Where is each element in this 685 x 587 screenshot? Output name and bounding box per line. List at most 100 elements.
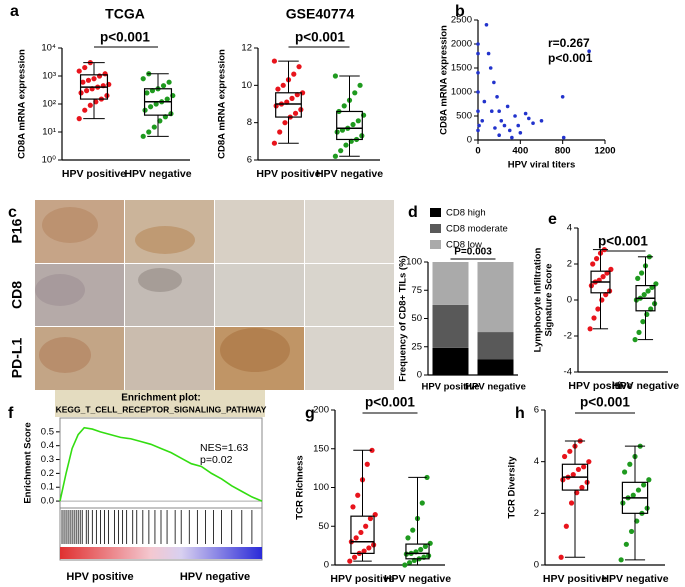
data-point — [289, 95, 295, 101]
chart-title: Enrichment plot: — [121, 393, 200, 404]
ihc-stain — [39, 337, 91, 373]
data-point — [422, 543, 429, 550]
data-point — [587, 49, 591, 53]
panel-label: a — [10, 3, 19, 20]
data-point — [292, 110, 299, 116]
data-point — [641, 292, 647, 298]
legend-label: CD8 high — [446, 208, 486, 219]
x-axis-label: HPV positive — [66, 571, 133, 583]
data-point — [476, 71, 480, 75]
ihc-stain — [138, 268, 182, 292]
ihc-image — [305, 200, 394, 263]
ihc-image — [125, 327, 214, 390]
y-tick-label: 50 — [318, 521, 329, 532]
x-tick-label: HPV negative — [124, 168, 191, 180]
y-tick-label: 2500 — [451, 15, 472, 26]
data-point — [296, 64, 302, 70]
data-point — [153, 101, 159, 107]
annotation: p<0.001 — [548, 51, 593, 65]
data-point — [622, 469, 628, 475]
data-point — [166, 79, 172, 85]
y-tick-label: -2 — [564, 331, 572, 342]
y-tick-label: 8 — [247, 117, 252, 128]
bar-segment — [432, 347, 469, 375]
ihc-image — [215, 264, 304, 326]
data-point — [271, 140, 278, 146]
data-point — [352, 90, 358, 96]
data-point — [586, 459, 592, 465]
data-point — [355, 118, 361, 124]
row-label: PD-L1 — [9, 338, 25, 379]
data-point — [581, 464, 587, 470]
ihc-image — [305, 264, 394, 326]
data-point — [87, 102, 93, 108]
ihc-stain — [135, 226, 195, 254]
data-point — [148, 104, 154, 110]
row-label: CD8 — [9, 281, 25, 309]
ihc-images — [35, 200, 394, 390]
data-point — [492, 80, 496, 85]
data-point — [366, 545, 372, 551]
data-point — [488, 66, 493, 70]
y-tick-label: 12 — [241, 43, 252, 54]
data-point — [600, 274, 606, 280]
data-point — [499, 119, 504, 123]
ihc-image — [305, 327, 394, 390]
data-point — [361, 548, 367, 554]
data-point — [80, 79, 86, 85]
y-tick-label: 0.5 — [41, 426, 54, 437]
panel-label: h — [515, 405, 525, 422]
data-point — [140, 76, 146, 82]
data-point — [96, 73, 103, 79]
title-box — [55, 390, 265, 417]
data-point — [85, 77, 92, 83]
y-tick-label: 0 — [534, 560, 539, 571]
data-point — [146, 129, 152, 135]
data-point — [630, 492, 636, 498]
data-point — [351, 554, 358, 560]
data-point — [493, 126, 497, 130]
data-point — [567, 448, 573, 454]
data-point — [353, 535, 359, 541]
y-axis-label: Lymphocyte Infiltration — [533, 247, 544, 352]
data-point — [628, 528, 635, 535]
data-point — [579, 484, 585, 491]
data-point — [507, 128, 512, 133]
data-point — [523, 111, 528, 116]
box — [350, 515, 375, 554]
ihc-image — [215, 200, 304, 263]
data-point — [575, 466, 582, 473]
y-tick-label: 0.2 — [41, 468, 54, 479]
data-point — [587, 326, 593, 332]
data-point — [497, 133, 501, 137]
data-point — [271, 58, 278, 64]
y-tick-label: 10¹ — [42, 127, 56, 138]
y-tick-label: 100 — [313, 482, 329, 493]
x-axis-label: HPV negative — [180, 571, 250, 583]
data-point — [355, 492, 361, 498]
data-point — [502, 123, 507, 128]
data-point — [84, 88, 90, 94]
annotation: r=0.267 — [548, 36, 590, 50]
x-tick-label: HPV positive — [421, 382, 479, 393]
y-tick-label: 4 — [534, 456, 539, 467]
data-point — [164, 96, 170, 102]
y-tick-label: -4 — [564, 367, 572, 378]
hits-frame — [59, 507, 263, 561]
x-tick-label: HPV negative — [601, 573, 668, 585]
data-point — [332, 73, 339, 79]
panel-label: c — [8, 204, 17, 221]
data-point — [338, 148, 344, 154]
data-point — [568, 500, 575, 506]
data-point — [591, 315, 597, 321]
panel-label: b — [455, 3, 465, 20]
data-point — [561, 135, 566, 140]
data-point — [76, 116, 82, 122]
x-tick-label: HPV positive — [256, 168, 320, 180]
y-tick-label: 25 — [411, 341, 422, 352]
x-axis-label: HPV viral titers — [508, 160, 576, 171]
data-point — [563, 523, 569, 529]
data-point — [476, 109, 480, 113]
chart-title: GSE40774 — [286, 6, 355, 22]
data-point — [623, 541, 629, 547]
